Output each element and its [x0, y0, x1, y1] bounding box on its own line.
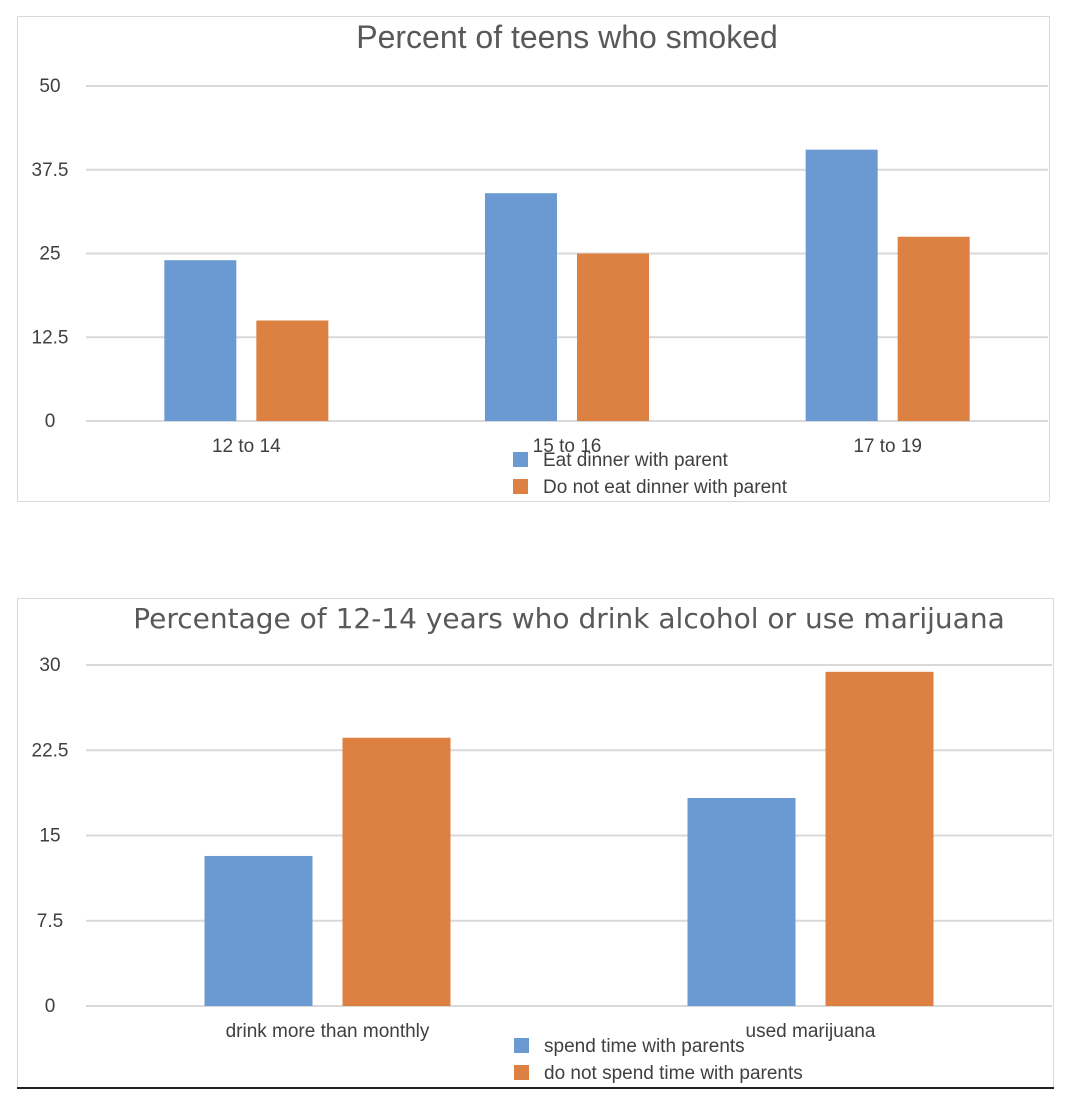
chart1-y-tick-label: 37.5 — [32, 160, 69, 181]
chart1-bar-series2 — [897, 236, 970, 421]
chart2-legend-swatch — [514, 1065, 529, 1080]
chart2-bar-series2 — [342, 737, 451, 1006]
chart1-y-tick-label: 0 — [45, 411, 56, 432]
chart2-y-tick-label: 0 — [45, 996, 56, 1017]
chart2-title: Percentage of 12-14 years who drink alco… — [133, 602, 1004, 635]
chart2-y-tick-label: 15 — [39, 826, 60, 847]
chart2-y-tick-label: 30 — [39, 655, 60, 676]
chart1-legend-swatch — [513, 479, 528, 494]
chart1-bar-series2 — [256, 320, 329, 421]
chart1-bar-series2 — [577, 253, 649, 421]
chart2-plot: 0 7.5 15 22.5 30 drink more than monthly used … — [32, 655, 1052, 1084]
chart2-category-label: used marijuana — [746, 1021, 876, 1042]
chart2-legend-label: spend time with parents — [544, 1036, 745, 1057]
chart2-bar-series2 — [825, 671, 934, 1006]
chart1-y-tick-label: 25 — [39, 244, 60, 265]
chart1-legend-label: Eat dinner with parent — [543, 450, 729, 471]
chart2-legend-label: do not spend time with parents — [544, 1063, 803, 1084]
chart2-y-tick-label: 22.5 — [32, 740, 69, 761]
bottom-divider — [17, 1087, 1054, 1089]
chart1-bar-series1 — [805, 149, 878, 421]
chart1-legend-label: Do not eat dinner with parent — [543, 477, 788, 498]
chart1-category-label: 12 to 14 — [212, 436, 281, 457]
chart1-legend-swatch — [513, 452, 528, 467]
chart1-bar-series1 — [485, 193, 557, 421]
chart1-y-tick-label: 50 — [39, 76, 60, 97]
chart2-y-tick-label: 7.5 — [37, 911, 63, 932]
chart2-bar-series1 — [687, 797, 796, 1006]
chart1-plot: 0 12.5 25 37.5 50 12 to 14 15 to 16 17 to 19 Eat… — [32, 76, 1048, 498]
chart1-y-tick-label: 12.5 — [32, 327, 69, 348]
chart2-bar-series1 — [204, 855, 313, 1006]
chart2-legend-swatch — [514, 1038, 529, 1053]
chart1-bar-series1 — [164, 260, 237, 421]
chart2-category-label: drink more than monthly — [226, 1021, 430, 1042]
chart1-category-label: 17 to 19 — [853, 436, 922, 457]
chart1-title: Percent of teens who smoked — [356, 19, 778, 55]
chart1-category-label: 15 to 16 — [533, 436, 602, 457]
